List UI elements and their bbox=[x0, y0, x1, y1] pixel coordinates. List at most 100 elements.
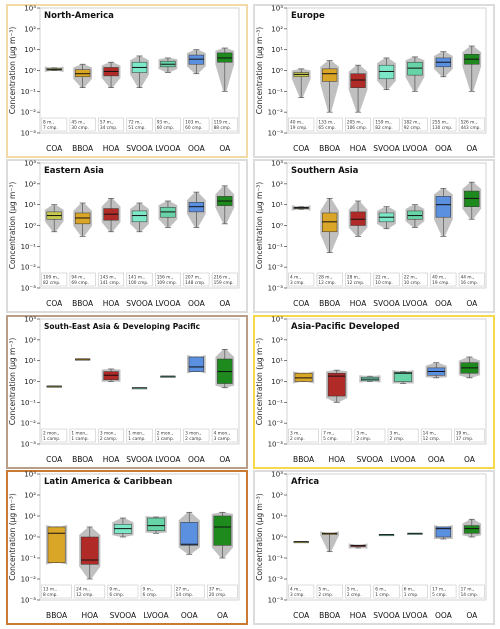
count-note-line2: 443 cmp. bbox=[461, 125, 481, 131]
y-tick-label: 10⁰ bbox=[24, 534, 36, 542]
count-note-line2: 2 camp. bbox=[100, 436, 117, 442]
box-ooa: OOA 255 m.,130 cmp. bbox=[430, 51, 457, 153]
y-tick-label: 10² bbox=[271, 492, 283, 500]
x-tick-label: OOA bbox=[435, 144, 453, 153]
box-ooa: OOA 103 m.,60 cmp. bbox=[183, 49, 210, 153]
count-note-box bbox=[387, 428, 419, 443]
box-oa: OA 216 m.,159 cmp. bbox=[211, 185, 238, 308]
y-axis-label: Concentration (μg m⁻³) bbox=[255, 338, 264, 426]
panel-title: Africa bbox=[291, 477, 319, 487]
box-rect-hoa bbox=[350, 211, 366, 226]
box-coa: COA 2 mon.,1 camp. bbox=[41, 385, 68, 464]
box-rect-oa bbox=[213, 515, 232, 546]
count-note-line2: 10 cmp. bbox=[375, 280, 392, 286]
y-tick-label: 10⁻³ bbox=[268, 130, 284, 138]
count-note-line1: 4 m., bbox=[290, 587, 301, 593]
y-tick-label: 10⁻¹ bbox=[268, 399, 284, 407]
count-note-line1: 5 m., bbox=[347, 587, 358, 593]
count-note-line1: 526 m., bbox=[461, 120, 478, 126]
x-tick-label: HOA bbox=[103, 144, 120, 153]
y-tick-label: 10⁻¹ bbox=[268, 243, 284, 251]
y-tick-label: 10¹ bbox=[24, 357, 36, 365]
x-tick-label: SVOOA bbox=[373, 611, 400, 620]
count-note-box bbox=[316, 584, 343, 599]
x-tick-label: LVOOA bbox=[402, 144, 428, 153]
y-tick-label: 10⁻³ bbox=[21, 597, 37, 605]
x-tick-label: HOA bbox=[81, 611, 98, 620]
count-note-line2: 2 cmp. bbox=[347, 592, 362, 598]
x-tick-label: COA bbox=[46, 299, 63, 308]
count-note-line1: 40 m., bbox=[432, 275, 446, 281]
count-note-line1: 156 m., bbox=[157, 275, 174, 281]
y-tick-label: 10⁻³ bbox=[21, 130, 37, 138]
box-hoa: HOA 205 m.,106 cmp. bbox=[345, 64, 372, 153]
count-note-line2: 14 cmp. bbox=[176, 592, 193, 598]
panel-frame bbox=[253, 315, 495, 469]
count-note-box bbox=[354, 428, 386, 443]
count-note-line1: 17 m., bbox=[432, 587, 446, 593]
count-note-line1: 4 m., bbox=[290, 275, 301, 281]
box-bboa: BBOA 133 m.,65 cmp. bbox=[316, 60, 343, 153]
x-tick-label: SVOOA bbox=[373, 299, 400, 308]
x-tick-label: OA bbox=[219, 144, 231, 153]
x-tick-label: SVOOA bbox=[110, 611, 137, 620]
box-rect-hoa bbox=[327, 372, 346, 397]
count-note-line1: 5 m., bbox=[318, 587, 329, 593]
y-tick-label: 10⁰ bbox=[271, 67, 283, 75]
box-hoa: HOA 5 m.,2 cmp. bbox=[345, 543, 372, 620]
x-tick-label: OA bbox=[217, 611, 229, 620]
box-hoa: HOA 24 m.,12 cmp. bbox=[74, 526, 106, 620]
box-svooa: SVOOA 6 m.,1 cmp. bbox=[373, 534, 401, 620]
count-note-line1: 17 m., bbox=[461, 587, 475, 593]
y-tick-label: 10⁻¹ bbox=[21, 399, 37, 407]
y-tick-label: 10⁻¹ bbox=[21, 555, 37, 563]
panel-title: Southern Asia bbox=[291, 166, 359, 176]
count-note-line1: 207 m., bbox=[185, 275, 202, 281]
box-lvooa: LVOOA 156 m.,109 cmp. bbox=[154, 200, 181, 308]
count-note-line2: 159 cmp. bbox=[214, 280, 234, 286]
y-tick-label: 10¹ bbox=[24, 513, 36, 521]
y-tick-label: 10⁻² bbox=[21, 576, 37, 584]
panel-title: North-America bbox=[44, 11, 114, 21]
x-tick-label: OOA bbox=[435, 299, 453, 308]
plot-area bbox=[39, 473, 240, 601]
box-hoa: HOA 3 mon.,2 camp. bbox=[98, 368, 125, 464]
count-note-line2: 3 cmp. bbox=[290, 592, 305, 598]
x-tick-label: HOA bbox=[350, 299, 367, 308]
count-note-box bbox=[458, 584, 485, 599]
box-bboa: BBOA 1 mon.,1 camp. bbox=[69, 358, 96, 464]
count-note-line2: 7 cmp. bbox=[43, 125, 58, 131]
count-note-line1: 182 m., bbox=[404, 120, 421, 126]
count-note-line2: 8 cmp. bbox=[43, 592, 58, 598]
count-note-line2: 20 cmp. bbox=[209, 592, 226, 598]
count-note-box bbox=[69, 117, 96, 132]
box-rect-svooa bbox=[131, 210, 148, 223]
x-tick-label: OA bbox=[219, 299, 231, 308]
y-tick-label: 10³ bbox=[271, 160, 283, 168]
box-oa: OA 37 m.,20 cmp. bbox=[207, 511, 238, 620]
panel-title: Eastern Asia bbox=[44, 166, 104, 176]
count-note-box bbox=[41, 428, 68, 443]
x-tick-label: OA bbox=[466, 299, 478, 308]
count-note-box bbox=[140, 584, 172, 599]
count-note-box bbox=[183, 428, 210, 443]
box-oa: OA 119 m.,88 cmp. bbox=[211, 47, 238, 153]
plot-area bbox=[286, 318, 487, 445]
count-note-line1: 3 m., bbox=[356, 431, 367, 437]
x-tick-label: LVOOA bbox=[155, 144, 181, 153]
box-lvooa: LVOOA 3 m.,2 cmp. bbox=[387, 370, 419, 464]
count-note-box bbox=[420, 428, 452, 443]
count-note-box bbox=[98, 428, 125, 443]
box-lvooa: LVOOA 6 m.,1 cmp. bbox=[401, 532, 428, 620]
count-note-line2: 82 cmp. bbox=[375, 125, 392, 131]
panel-frame bbox=[6, 315, 248, 469]
count-note-box bbox=[126, 272, 153, 287]
x-tick-label: HOA bbox=[103, 455, 120, 464]
count-note-line1: 103 m., bbox=[185, 120, 202, 126]
count-note-line2: 148 cmp. bbox=[185, 280, 205, 286]
box-bboa: BBOA 13 m.,8 cmp. bbox=[41, 524, 72, 620]
count-note-line2: 10 cmp. bbox=[404, 280, 421, 286]
count-note-box bbox=[211, 117, 238, 132]
y-tick-label: 10² bbox=[24, 336, 36, 344]
y-tick-label: 10⁰ bbox=[24, 67, 36, 75]
